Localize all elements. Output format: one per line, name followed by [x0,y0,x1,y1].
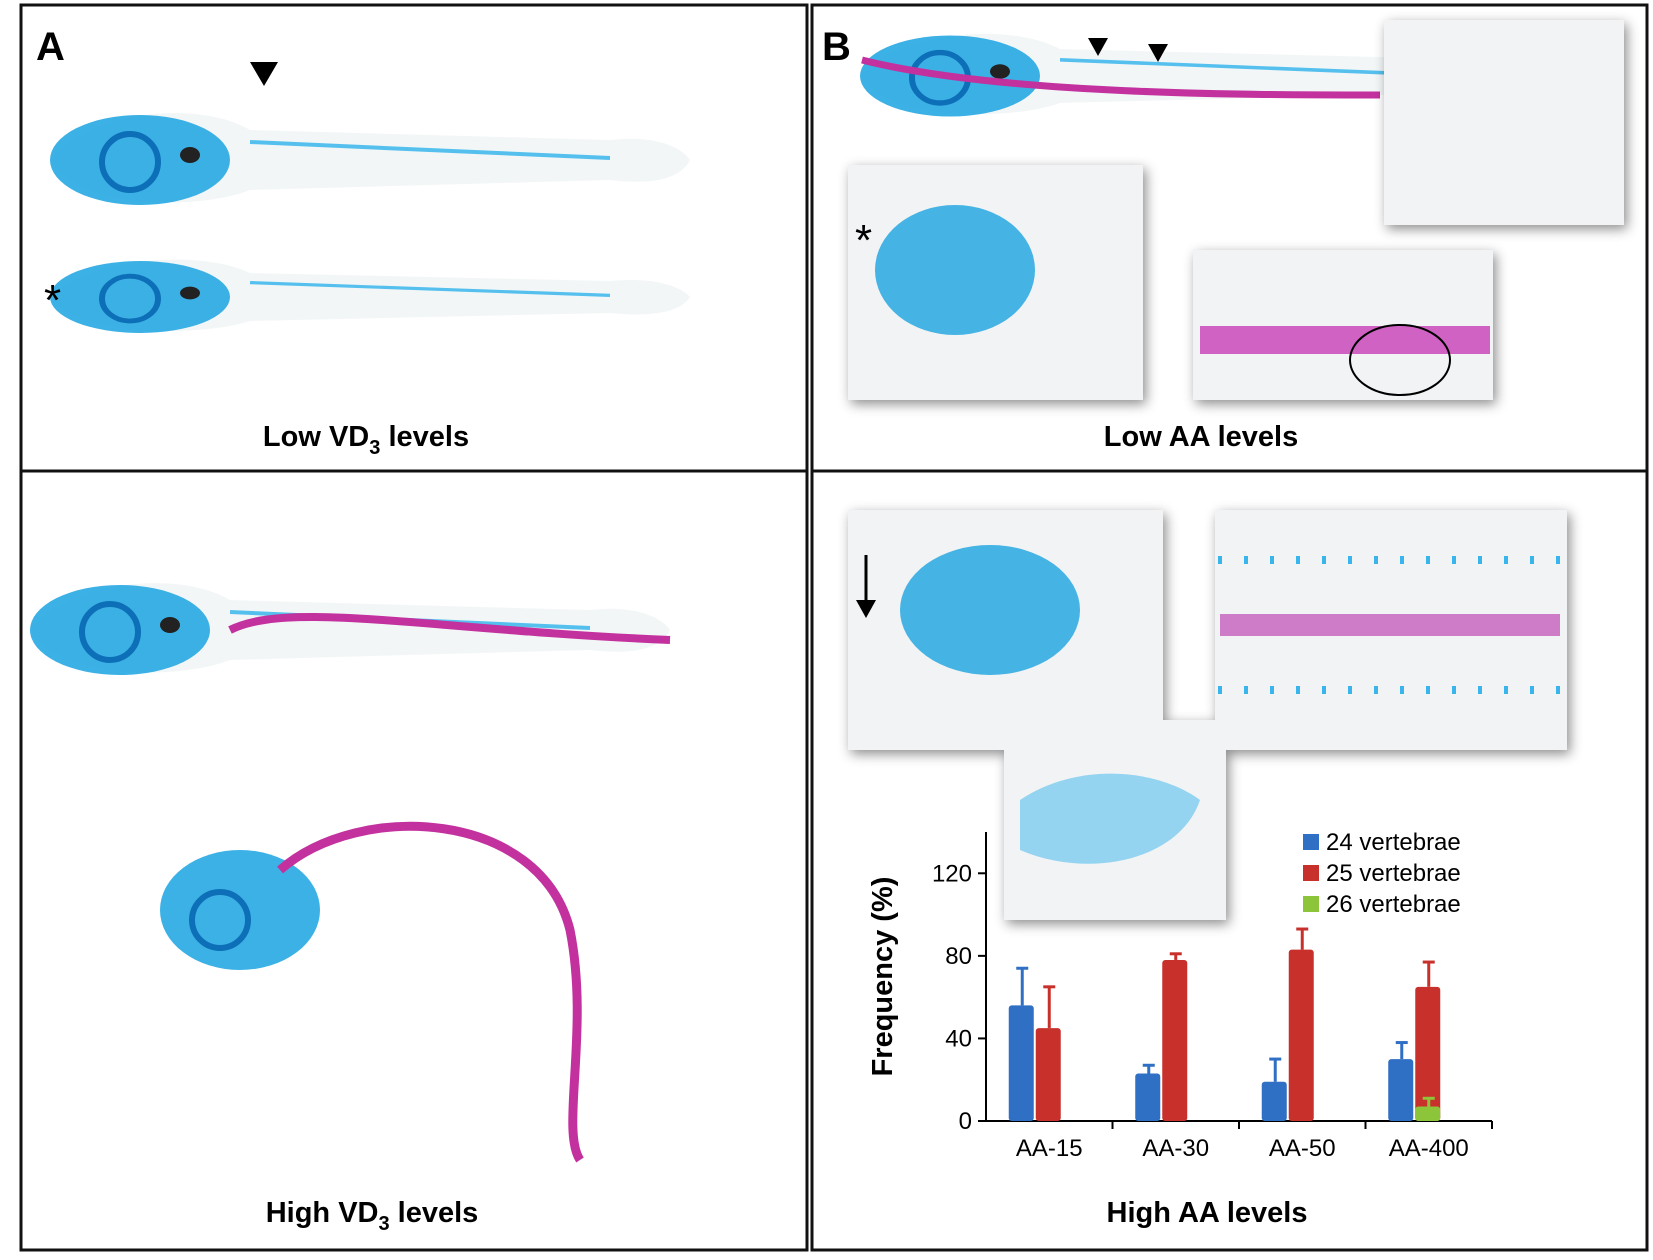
caption: High VD3 levels [266,1197,479,1235]
legend-swatch [1303,865,1319,881]
x-tick-label: AA-30 [1142,1135,1209,1162]
fish-curved [160,821,584,1163]
bar [1288,949,1314,1121]
legend-label: 25 vertebrae [1326,860,1461,887]
y-tick-label: 0 [959,1108,972,1135]
legend-label: 24 vertebrae [1326,829,1461,856]
caption: Low VD3 levels [263,421,469,459]
panel-label: A [36,25,65,69]
bar [1261,1081,1287,1121]
x-tick-label: AA-50 [1269,1135,1336,1162]
y-tick-label: 120 [932,860,972,887]
fish-photo [30,583,670,675]
asterisk: * [855,216,872,265]
y-tick-label: 40 [945,1025,972,1052]
legend-label: 26 vertebrae [1326,891,1461,918]
legend-swatch [1303,896,1319,912]
x-tick-label: AA-15 [1016,1135,1083,1162]
fish-photo [50,260,690,334]
caption: High AA levels [1107,1197,1308,1229]
bar [1008,1005,1034,1121]
fish-photo [50,113,690,205]
bar [1388,1059,1414,1121]
bar [1415,986,1441,1121]
bar [1135,1073,1161,1121]
x-tick-label: AA-400 [1389,1135,1469,1162]
bar [1415,1106,1441,1121]
bar [1035,1028,1061,1121]
asterisk: * [44,276,61,325]
y-tick-label: 80 [945,943,972,970]
arrowhead [250,62,278,86]
bar-chart: Frequency (%) 0 40 80 120 AA-15 AA-30 AA-50 AA-4… [867,829,1493,1162]
y-axis-label: Frequency (%) [867,877,899,1077]
bar [1162,959,1188,1121]
panel-borders [19,3,1649,1252]
caption: Low AA levels [1104,421,1298,453]
legend-swatch [1303,834,1319,850]
panel-label: B [822,25,851,69]
